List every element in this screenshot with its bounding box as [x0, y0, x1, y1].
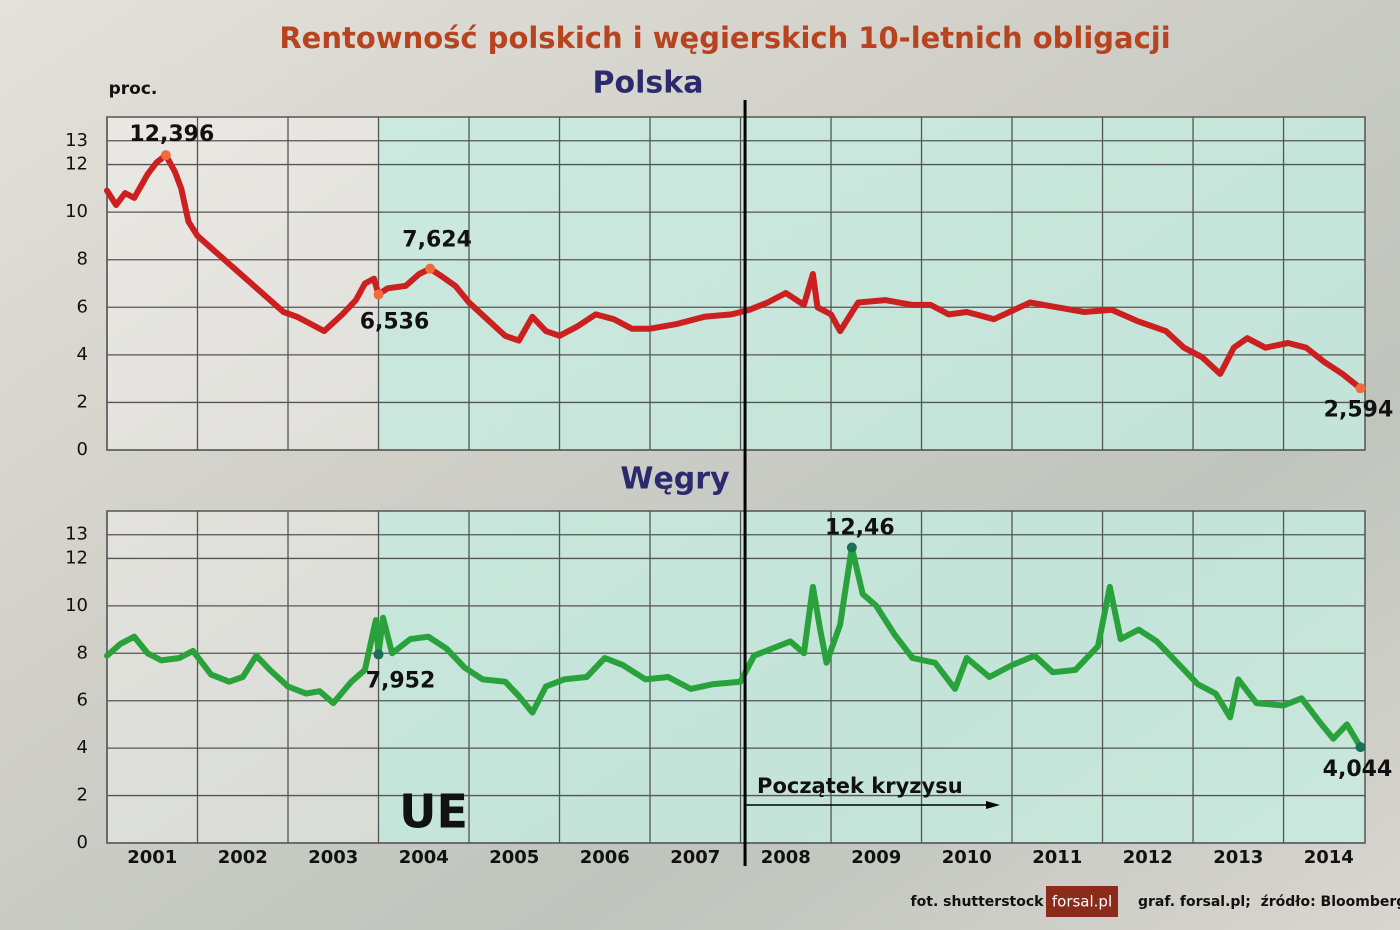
photo-credit: fot. shutterstock [911, 894, 1045, 910]
event-label: Początek kryzysu [757, 774, 963, 798]
data-line [104, 544, 1364, 751]
y-tick-label: 0 [77, 832, 88, 853]
y-tick-label: 8 [77, 249, 88, 270]
y-tick-label: 10 [65, 201, 88, 222]
annotation-label: 7,624 [402, 228, 472, 253]
y-tick-label: 0 [77, 439, 88, 460]
x-tick-label: 2011 [1032, 847, 1082, 868]
y-tick-label: 8 [77, 642, 88, 663]
plot-frame [106, 510, 1366, 844]
y-tick-label: 6 [77, 296, 88, 317]
event-arrowhead [986, 801, 1000, 809]
x-tick-label: 2006 [580, 847, 630, 868]
y-tick-label: 13 [65, 130, 88, 151]
eu-shade [378, 511, 1365, 843]
plot-frame [106, 116, 1366, 451]
x-tick-label: 2014 [1304, 847, 1354, 868]
x-tick-label: 2001 [127, 847, 177, 868]
data-line [104, 152, 1364, 392]
x-tick-label: 2009 [851, 847, 901, 868]
page-title: Rentowność polskich i węgierskich 10-let… [279, 21, 1170, 55]
y-tick-label: 4 [77, 737, 88, 758]
logo: forsal.pl [1052, 893, 1112, 911]
x-tick-label: 2013 [1213, 847, 1263, 868]
annotation-label: 12,46 [825, 516, 895, 541]
eu-shade [378, 117, 1365, 450]
annotation-label: 2,594 [1324, 397, 1394, 422]
y-tick-label: 12 [65, 547, 88, 568]
annotation-point [373, 289, 384, 300]
y-tick-label: 2 [77, 785, 88, 806]
y-tick-label: 13 [65, 524, 88, 545]
panel-title: Węgry [620, 462, 730, 497]
y-tick-label: 12 [65, 154, 88, 175]
y-tick-label: 10 [65, 595, 88, 616]
source-credit: graf. forsal.pl; źródło: Bloomberg [1138, 894, 1400, 910]
y-tick-label: 4 [77, 344, 88, 365]
x-tick-label: 2003 [308, 847, 358, 868]
x-tick-label: 2010 [942, 847, 992, 868]
x-tick-label: 2012 [1123, 847, 1173, 868]
annotation-point [1355, 383, 1366, 394]
logo-box [1046, 886, 1118, 917]
y-tick-label: 6 [77, 690, 88, 711]
x-tick-label: 2007 [670, 847, 720, 868]
annotation-label: 7,952 [366, 668, 436, 693]
annotation-point [373, 649, 384, 660]
annotation-point [846, 542, 857, 553]
y-tick-label: 2 [77, 391, 88, 412]
annotation-point [160, 150, 171, 161]
shade-label: UE [399, 785, 468, 839]
annotation-label: 6,536 [360, 310, 430, 335]
panel-title: Polska [593, 66, 704, 101]
x-tick-label: 2002 [218, 847, 268, 868]
annotation-label: 12,396 [129, 122, 214, 147]
annotation-point [425, 263, 436, 274]
annotation-label: 4,044 [1323, 757, 1393, 782]
x-tick-label: 2008 [761, 847, 811, 868]
annotation-point [1355, 742, 1366, 753]
x-tick-label: 2005 [489, 847, 539, 868]
y-axis-label: proc. [109, 79, 158, 99]
x-tick-label: 2004 [399, 847, 449, 868]
